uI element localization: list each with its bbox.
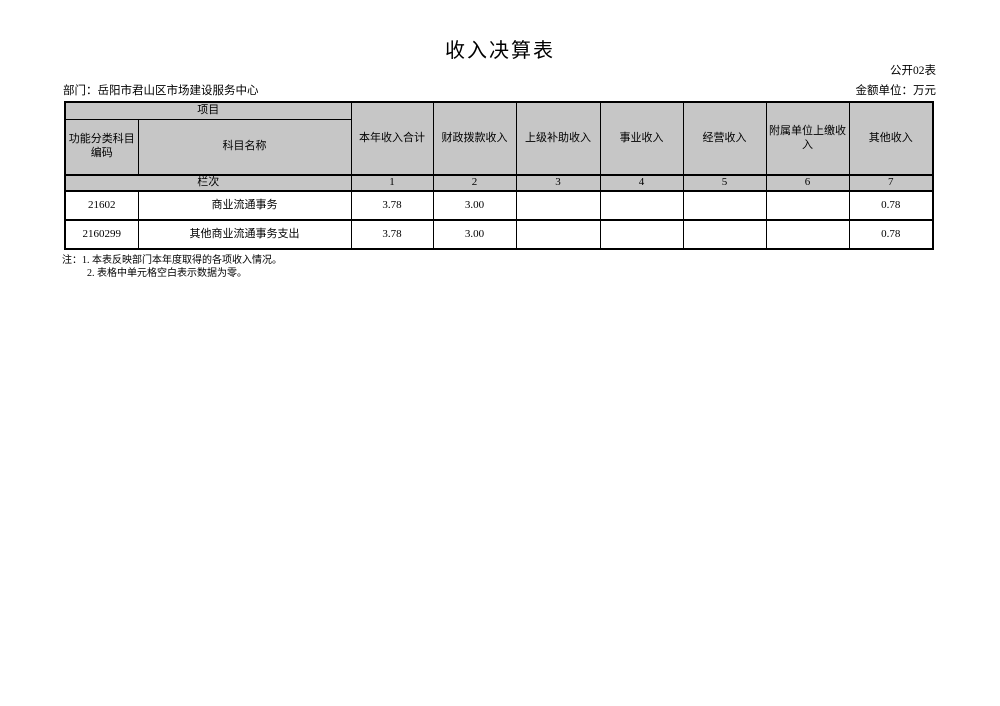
header-row-project: 项目 本年收入合计 财政拨款收入 上级补助收入 事业收入 经营收入 附属单位上缴… [64,101,934,176]
value-cell-operating [682,219,767,250]
header-functional-code: 功能分类科目编码 [64,118,139,176]
header-col-fiscal-appropriation: 财政拨款收入 [432,101,517,176]
column-number-5: 5 [682,174,767,192]
header-row-column-numbers: 栏次 1 2 3 4 5 6 7 [64,174,934,192]
column-number-7: 7 [848,174,934,192]
header-col-total-income: 本年收入合计 [350,101,434,176]
department-label: 部门：岳阳市君山区市场建设服务中心 [63,85,259,97]
value-cell-other: 0.78 [848,219,934,250]
header-col-operating-income: 经营收入 [682,101,767,176]
value-cell-business [599,190,684,221]
column-number-4: 4 [599,174,684,192]
value-cell-total: 3.78 [350,190,434,221]
value-cell-other: 0.78 [848,190,934,221]
table-row: 21602 商业流通事务 3.78 3.00 0.78 [64,190,934,221]
value-cell-operating [682,190,767,221]
row-code-cell: 2160299 [64,219,139,250]
value-cell-subsidy [515,190,601,221]
value-cell-affiliate [765,219,850,250]
amount-unit-label: 金额单位：万元 [855,85,937,97]
page-title: 收入决算表 [445,40,555,62]
header-col-business-income: 事业收入 [599,101,684,176]
income-table: 项目 本年收入合计 财政拨款收入 上级补助收入 事业收入 经营收入 附属单位上缴… [64,101,934,250]
table-code-label: 公开02表 [890,65,936,77]
value-cell-affiliate [765,190,850,221]
note-line-1: 注：1. 本表反映部门本年度取得的各项收入情况。 [62,255,282,266]
row-code-cell: 21602 [64,190,139,221]
lanci-label: 栏次 [64,174,352,192]
value-cell-subsidy [515,219,601,250]
header-project: 项目 [64,101,352,120]
row-name-cell: 其他商业流通事务支出 [137,219,352,250]
header-col-other-income: 其他收入 [848,101,934,176]
value-cell-business [599,219,684,250]
value-cell-total: 3.78 [350,219,434,250]
header-col-affiliate-remitted: 附属单位上缴收入 [765,101,850,176]
header-subject-name: 科目名称 [137,118,352,176]
value-cell-fiscal: 3.00 [432,190,517,221]
note-line-2: 2. 表格中单元格空白表示数据为零。 [87,268,247,279]
row-name-cell: 商业流通事务 [137,190,352,221]
header-col-superior-subsidy: 上级补助收入 [515,101,601,176]
column-number-2: 2 [432,174,517,192]
column-number-3: 3 [515,174,601,192]
column-number-6: 6 [765,174,850,192]
header-row-labels: 功能分类科目编码 科目名称 [64,118,933,176]
value-cell-fiscal: 3.00 [432,219,517,250]
table-row: 2160299 其他商业流通事务支出 3.78 3.00 0.78 [64,219,934,250]
column-number-1: 1 [350,174,434,192]
